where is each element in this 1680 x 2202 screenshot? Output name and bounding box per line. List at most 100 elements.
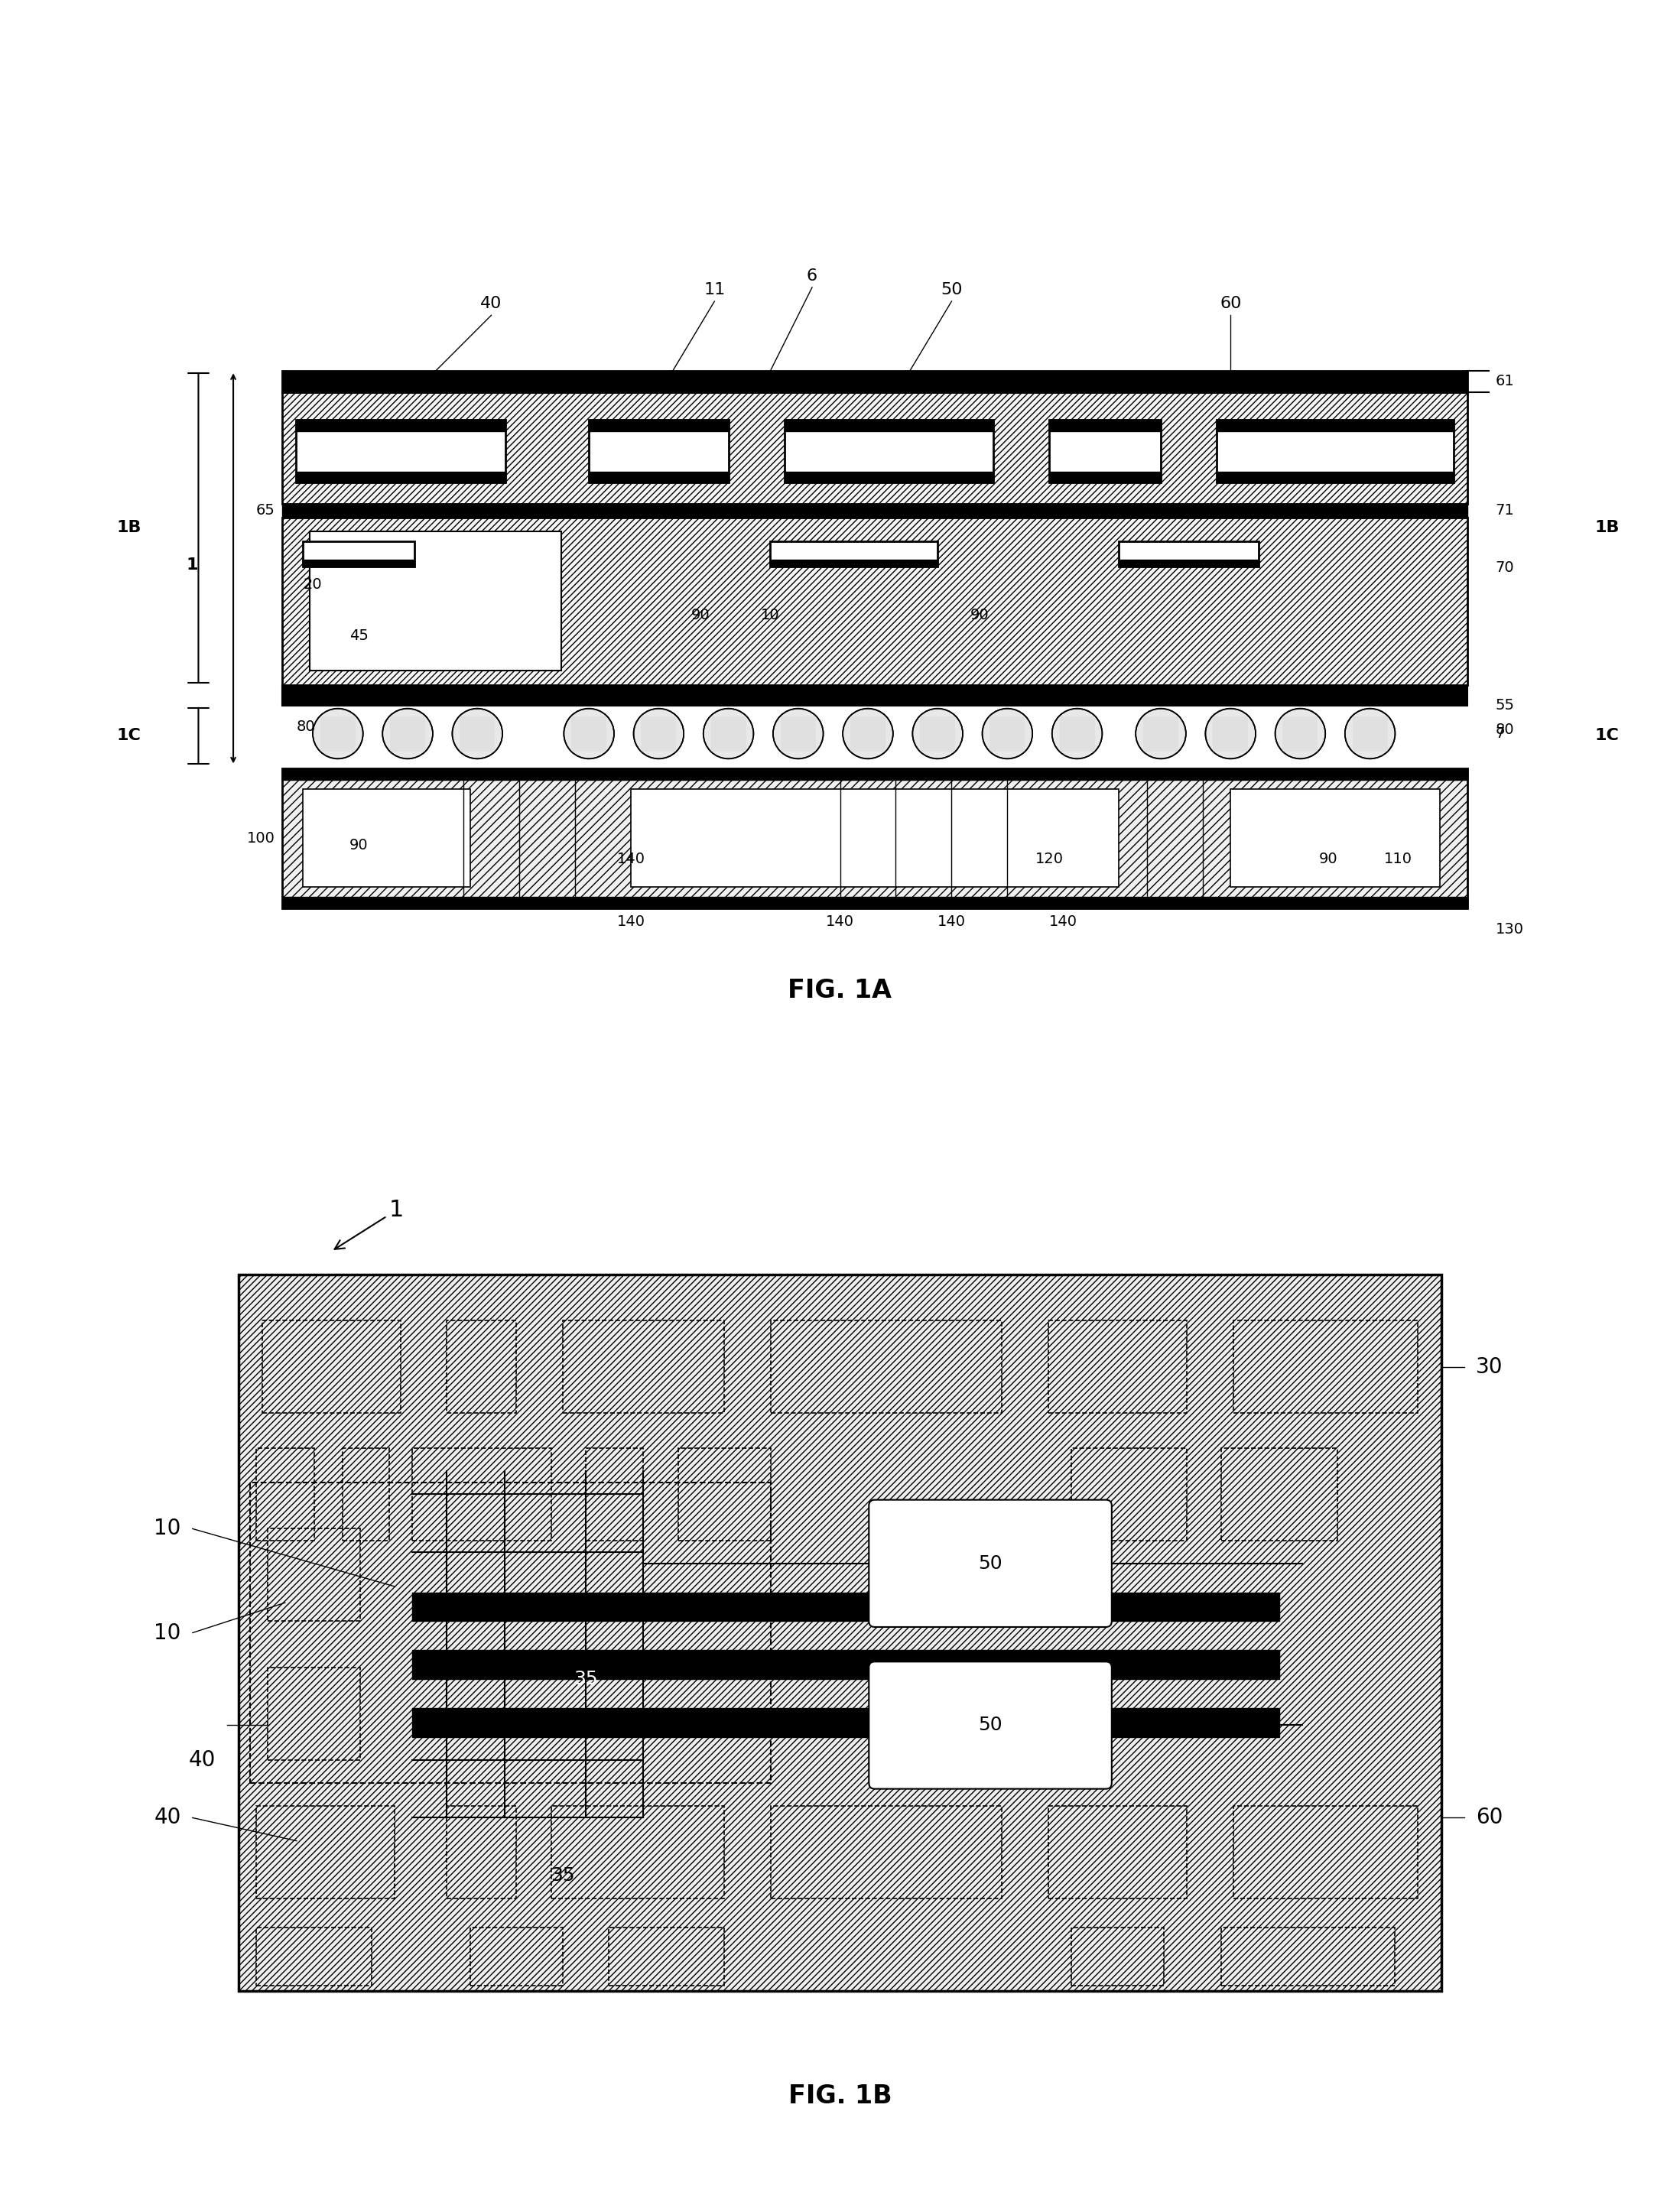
Bar [1048, 1806, 1186, 1898]
Circle shape [1275, 709, 1326, 760]
Bar [1352, 716, 1388, 751]
Bar [255, 1449, 314, 1541]
Circle shape [312, 709, 363, 760]
Bar [590, 421, 729, 482]
Bar [282, 685, 1468, 705]
Bar [460, 716, 496, 751]
Bar [1072, 1927, 1164, 1986]
FancyBboxPatch shape [869, 1500, 1112, 1627]
Text: 90: 90 [969, 608, 990, 623]
Text: 80: 80 [296, 720, 314, 733]
Text: 140: 140 [617, 852, 645, 865]
Bar [711, 716, 746, 751]
Text: 11: 11 [704, 282, 726, 297]
Bar [590, 421, 729, 432]
Bar [250, 1482, 771, 1784]
Bar [1284, 716, 1317, 751]
Circle shape [1206, 709, 1255, 760]
Text: 40: 40 [155, 1808, 181, 1828]
Bar [590, 471, 729, 482]
Bar [1119, 542, 1258, 566]
Text: 60: 60 [1477, 1808, 1504, 1828]
Bar [1216, 421, 1453, 432]
Bar [1213, 716, 1248, 751]
Text: 61: 61 [1495, 374, 1514, 388]
Text: 1: 1 [186, 557, 198, 573]
Text: 140: 140 [1048, 914, 1077, 929]
Bar [255, 1927, 371, 1986]
Bar [586, 1449, 643, 1541]
Circle shape [564, 709, 615, 760]
Bar [1050, 421, 1161, 482]
Bar [282, 768, 1468, 907]
Bar [850, 716, 885, 751]
Bar [769, 559, 937, 566]
Text: 10: 10 [155, 1623, 181, 1643]
Bar [1233, 1321, 1418, 1414]
Circle shape [1346, 709, 1394, 760]
Bar [282, 504, 1468, 517]
Text: 30: 30 [289, 374, 307, 388]
Text: 50: 50 [978, 1555, 1003, 1572]
Bar [282, 896, 1468, 907]
Bar [343, 1449, 390, 1541]
Bar [311, 531, 561, 672]
Bar [239, 1275, 1441, 1991]
Bar [302, 542, 415, 566]
Bar [447, 1321, 516, 1414]
Bar [679, 1449, 771, 1541]
Bar [1072, 1449, 1186, 1541]
Bar [447, 1806, 516, 1898]
Text: 140: 140 [937, 914, 966, 929]
Text: 10: 10 [155, 1517, 181, 1539]
Circle shape [1052, 709, 1102, 760]
Circle shape [704, 709, 754, 760]
Text: 50: 50 [978, 1715, 1003, 1735]
Text: 1C: 1C [116, 729, 141, 744]
Circle shape [1136, 709, 1186, 760]
Bar [412, 1709, 1280, 1737]
Text: 70: 70 [1495, 562, 1514, 575]
Bar [412, 1649, 1280, 1678]
Bar [551, 1806, 724, 1898]
Text: 20: 20 [302, 577, 323, 592]
Text: 10: 10 [761, 608, 780, 623]
Bar [302, 559, 415, 566]
Bar [771, 1321, 1001, 1414]
Text: 6: 6 [806, 269, 818, 284]
Bar [255, 1806, 395, 1898]
Text: 90: 90 [690, 608, 711, 623]
Bar [990, 716, 1025, 751]
Bar [1233, 1806, 1418, 1898]
Text: 140: 140 [827, 914, 853, 929]
Bar [771, 1806, 1001, 1898]
Bar [1060, 716, 1095, 751]
Bar [1050, 421, 1161, 432]
Bar [785, 471, 993, 482]
Bar [642, 716, 677, 751]
Bar [781, 716, 816, 751]
Bar [1142, 716, 1178, 751]
Text: 60: 60 [1220, 295, 1242, 310]
Bar [302, 791, 470, 887]
Bar [608, 1927, 724, 1986]
Text: 130: 130 [1495, 923, 1524, 936]
Circle shape [383, 709, 433, 760]
Circle shape [843, 709, 894, 760]
Text: 50: 50 [941, 282, 963, 297]
Bar [321, 716, 356, 751]
Bar [630, 791, 1119, 887]
Circle shape [912, 709, 963, 760]
Bar [1221, 1927, 1394, 1986]
Bar [282, 517, 1468, 685]
Bar [1119, 559, 1258, 566]
Bar [563, 1321, 724, 1414]
Text: 110: 110 [1384, 852, 1413, 865]
Text: 80: 80 [1495, 722, 1514, 738]
Text: 1B: 1B [1594, 520, 1620, 535]
Bar [282, 768, 1468, 780]
Bar [1216, 421, 1453, 482]
Text: 1C: 1C [1594, 729, 1620, 744]
Circle shape [773, 709, 823, 760]
Bar [921, 716, 956, 751]
